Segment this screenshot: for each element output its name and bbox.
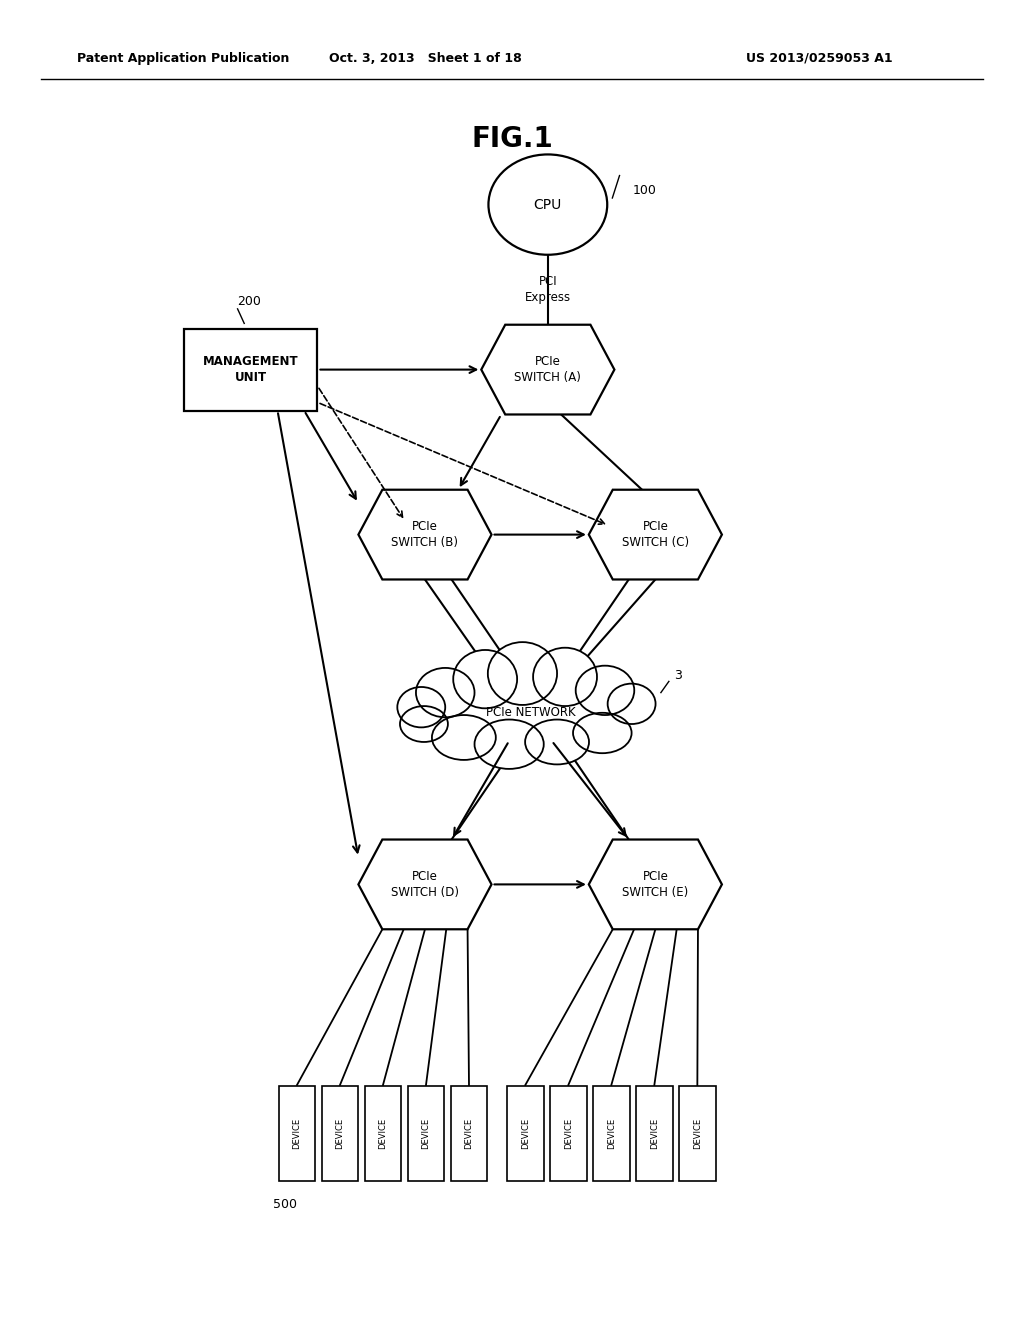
Text: DEVICE: DEVICE: [521, 1118, 529, 1148]
Ellipse shape: [607, 684, 655, 723]
Ellipse shape: [534, 648, 597, 706]
Ellipse shape: [474, 719, 544, 768]
Text: US 2013/0259053 A1: US 2013/0259053 A1: [745, 51, 893, 65]
Ellipse shape: [487, 642, 557, 705]
Ellipse shape: [432, 715, 496, 760]
FancyBboxPatch shape: [322, 1086, 358, 1181]
Polygon shape: [589, 490, 722, 579]
FancyBboxPatch shape: [451, 1086, 487, 1181]
Text: DEVICE: DEVICE: [650, 1118, 658, 1148]
Text: DEVICE: DEVICE: [379, 1118, 387, 1148]
Text: PCIe
SWITCH (C): PCIe SWITCH (C): [622, 520, 689, 549]
Ellipse shape: [430, 685, 631, 741]
Text: FIG.1: FIG.1: [471, 124, 553, 153]
Text: 3: 3: [674, 669, 682, 682]
Text: 200: 200: [238, 294, 261, 308]
Text: PCIe NETWORK: PCIe NETWORK: [485, 706, 575, 719]
FancyBboxPatch shape: [636, 1086, 673, 1181]
Text: 500: 500: [273, 1197, 297, 1210]
Text: PCIe
SWITCH (E): PCIe SWITCH (E): [623, 870, 688, 899]
Text: DEVICE: DEVICE: [607, 1118, 615, 1148]
Ellipse shape: [575, 665, 634, 715]
Text: 100: 100: [633, 183, 656, 197]
Polygon shape: [481, 325, 614, 414]
Text: DEVICE: DEVICE: [693, 1118, 701, 1148]
Polygon shape: [589, 840, 722, 929]
Text: CPU: CPU: [534, 198, 562, 211]
FancyBboxPatch shape: [593, 1086, 630, 1181]
Polygon shape: [358, 840, 492, 929]
FancyBboxPatch shape: [507, 1086, 544, 1181]
Text: Patent Application Publication: Patent Application Publication: [77, 51, 289, 65]
FancyBboxPatch shape: [679, 1086, 716, 1181]
Text: PCIe
SWITCH (B): PCIe SWITCH (B): [391, 520, 459, 549]
FancyBboxPatch shape: [279, 1086, 315, 1181]
FancyBboxPatch shape: [365, 1086, 401, 1181]
Ellipse shape: [573, 713, 632, 754]
Ellipse shape: [416, 668, 474, 717]
FancyBboxPatch shape: [550, 1086, 587, 1181]
Ellipse shape: [488, 154, 607, 255]
Text: Oct. 3, 2013   Sheet 1 of 18: Oct. 3, 2013 Sheet 1 of 18: [329, 51, 521, 65]
Text: PCI
Express: PCI Express: [524, 276, 571, 304]
FancyBboxPatch shape: [184, 329, 317, 411]
Text: MANAGEMENT
UNIT: MANAGEMENT UNIT: [203, 355, 299, 384]
Polygon shape: [358, 490, 492, 579]
Ellipse shape: [525, 719, 589, 764]
Text: DEVICE: DEVICE: [564, 1118, 572, 1148]
Ellipse shape: [397, 676, 664, 750]
Text: DEVICE: DEVICE: [293, 1118, 301, 1148]
Text: PCIe
SWITCH (A): PCIe SWITCH (A): [514, 355, 582, 384]
Ellipse shape: [400, 706, 447, 742]
Ellipse shape: [397, 686, 445, 727]
Text: DEVICE: DEVICE: [422, 1118, 430, 1148]
Ellipse shape: [454, 649, 517, 709]
Text: DEVICE: DEVICE: [465, 1118, 473, 1148]
FancyBboxPatch shape: [408, 1086, 444, 1181]
Text: DEVICE: DEVICE: [336, 1118, 344, 1148]
Text: PCIe
SWITCH (D): PCIe SWITCH (D): [391, 870, 459, 899]
